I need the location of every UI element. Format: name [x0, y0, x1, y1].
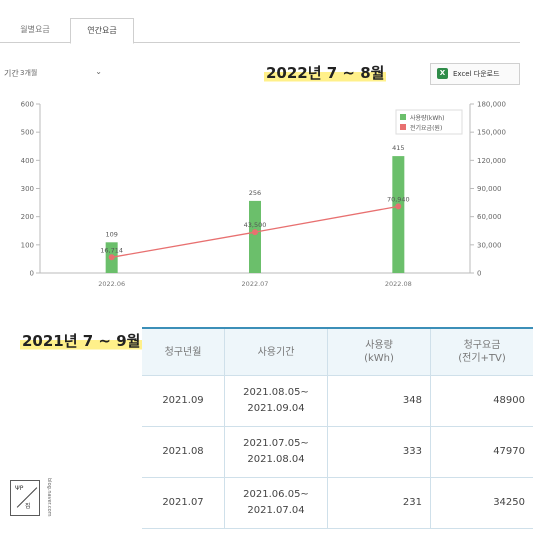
usage-bar — [249, 200, 261, 273]
header-bill-month: 청구년월 — [142, 327, 225, 376]
x-tick-label: 2022.08 — [385, 280, 412, 288]
cell-usage: 231 — [327, 477, 431, 529]
x-tick-label: 2022.07 — [242, 280, 269, 288]
cell-month: 2021.08 — [142, 426, 225, 478]
y-left-tick-label: 600 — [21, 101, 34, 109]
cell-month: 2021.07 — [142, 477, 225, 529]
fee-point — [252, 229, 258, 236]
usage-bar-label: 415 — [392, 144, 404, 152]
legend-label-fee: 전기요금(원) — [410, 124, 442, 132]
legend-label-usage: 사용량(kWh) — [410, 114, 444, 122]
header-bill-fee: 청구요금 (전기+TV) — [430, 327, 533, 376]
chart-period-title: 2022년 7 ~ 8월 — [264, 62, 387, 83]
tab-annual-fee[interactable]: 연간요금 — [70, 18, 134, 44]
usage-bar-label: 109 — [105, 230, 117, 238]
excel-download-button[interactable]: X Excel 다운로드 — [430, 63, 520, 85]
table-row: 2021.08 2021.07.05~ 2021.08.04 333 47970 — [142, 426, 533, 478]
y-left-tick-label: 500 — [21, 129, 34, 137]
header-usage: 사용량 (kWh) — [327, 327, 431, 376]
tab-bar: 월별요금 연간요금 — [0, 18, 520, 44]
cell-fee: 48900 — [430, 375, 533, 427]
usage-bar — [392, 156, 405, 273]
period-select-value: 3개월 — [20, 69, 38, 77]
bill-table: 청구년월 사용기간 사용량 (kWh) 청구요금 (전기+TV) 2021.09 2… — [142, 327, 533, 529]
y-right-tick-label: 180,000 — [477, 101, 506, 109]
legend-swatch-usage — [400, 114, 406, 120]
y-right-tick-label: 30,000 — [477, 241, 502, 249]
cell-usage: 348 — [327, 375, 431, 427]
table-period-title: 2021년 7 ~ 9월 — [20, 330, 143, 351]
period-label: 기간 — [4, 69, 19, 78]
cell-fee: 34250 — [430, 477, 533, 529]
watermark-logo: ΨΡ 집 — [10, 480, 40, 516]
tab-monthly-fee[interactable]: 월별요금 — [20, 25, 50, 34]
cell-fee: 47970 — [430, 426, 533, 478]
watermark-side-text: blog.naver.com — [46, 478, 52, 517]
cell-period: 2021.07.05~ 2021.08.04 — [224, 426, 328, 478]
y-left-tick-label: 100 — [21, 241, 34, 249]
y-right-tick-label: 60,000 — [477, 213, 502, 221]
legend-swatch-fee — [400, 124, 406, 130]
period-select[interactable]: 3개월 ⌄ — [18, 66, 104, 80]
table-row: 2021.07 2021.06.05~ 2021.07.04 231 34250 — [142, 477, 533, 529]
y-left-tick-label: 0 — [30, 270, 34, 278]
y-left-tick-label: 400 — [21, 157, 34, 165]
header-usage-period: 사용기간 — [224, 327, 328, 376]
cell-usage: 333 — [327, 426, 431, 478]
y-right-tick-label: 120,000 — [477, 157, 506, 165]
excel-icon: X — [437, 68, 448, 79]
fee-point — [395, 203, 402, 210]
y-left-tick-label: 300 — [21, 185, 34, 193]
fee-point-label: 70,940 — [387, 195, 410, 203]
cell-period: 2021.06.05~ 2021.07.04 — [224, 477, 328, 529]
y-right-tick-label: 90,000 — [477, 185, 502, 193]
fee-point-label: 43,500 — [244, 221, 267, 229]
chevron-down-icon: ⌄ — [95, 67, 102, 76]
cell-month: 2021.09 — [142, 375, 225, 427]
table-header-row: 청구년월 사용기간 사용량 (kWh) 청구요금 (전기+TV) — [142, 327, 533, 376]
fee-point — [108, 254, 115, 261]
y-left-tick-label: 200 — [21, 213, 34, 221]
watermark-logo-top: ΨΡ — [15, 485, 24, 492]
y-right-tick-label: 150,000 — [477, 129, 506, 137]
excel-download-label: Excel 다운로드 — [453, 70, 500, 78]
x-tick-label: 2022.06 — [98, 280, 125, 288]
y-right-tick-label: 0 — [477, 270, 481, 278]
table-row: 2021.09 2021.08.05~ 2021.09.04 348 48900 — [142, 375, 533, 427]
watermark-logo-bottom: 집 — [25, 503, 31, 510]
fee-point-label: 16,714 — [100, 246, 123, 254]
legend-box — [395, 109, 463, 135]
cell-period: 2021.08.05~ 2021.09.04 — [224, 375, 328, 427]
usage-fee-chart: 0 100 200 300 400 500 600 0 30,000 60,000 90,000 12… — [21, 101, 506, 289]
usage-bar-label: 256 — [249, 189, 261, 197]
